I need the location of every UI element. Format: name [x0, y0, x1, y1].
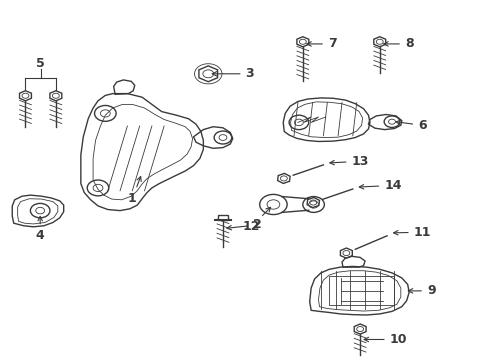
Text: 4: 4	[36, 216, 45, 242]
Text: 3: 3	[212, 67, 254, 80]
Text: 5: 5	[36, 57, 45, 70]
Text: 11: 11	[393, 226, 431, 239]
Text: 1: 1	[128, 176, 141, 205]
Text: 13: 13	[330, 155, 369, 168]
Text: 9: 9	[408, 284, 436, 297]
Text: 6: 6	[396, 119, 427, 132]
Text: 2: 2	[227, 219, 262, 231]
Text: 12: 12	[243, 207, 270, 233]
Text: 14: 14	[359, 179, 402, 192]
Text: 7: 7	[307, 37, 337, 50]
Text: 10: 10	[364, 333, 407, 346]
Text: 8: 8	[384, 37, 414, 50]
